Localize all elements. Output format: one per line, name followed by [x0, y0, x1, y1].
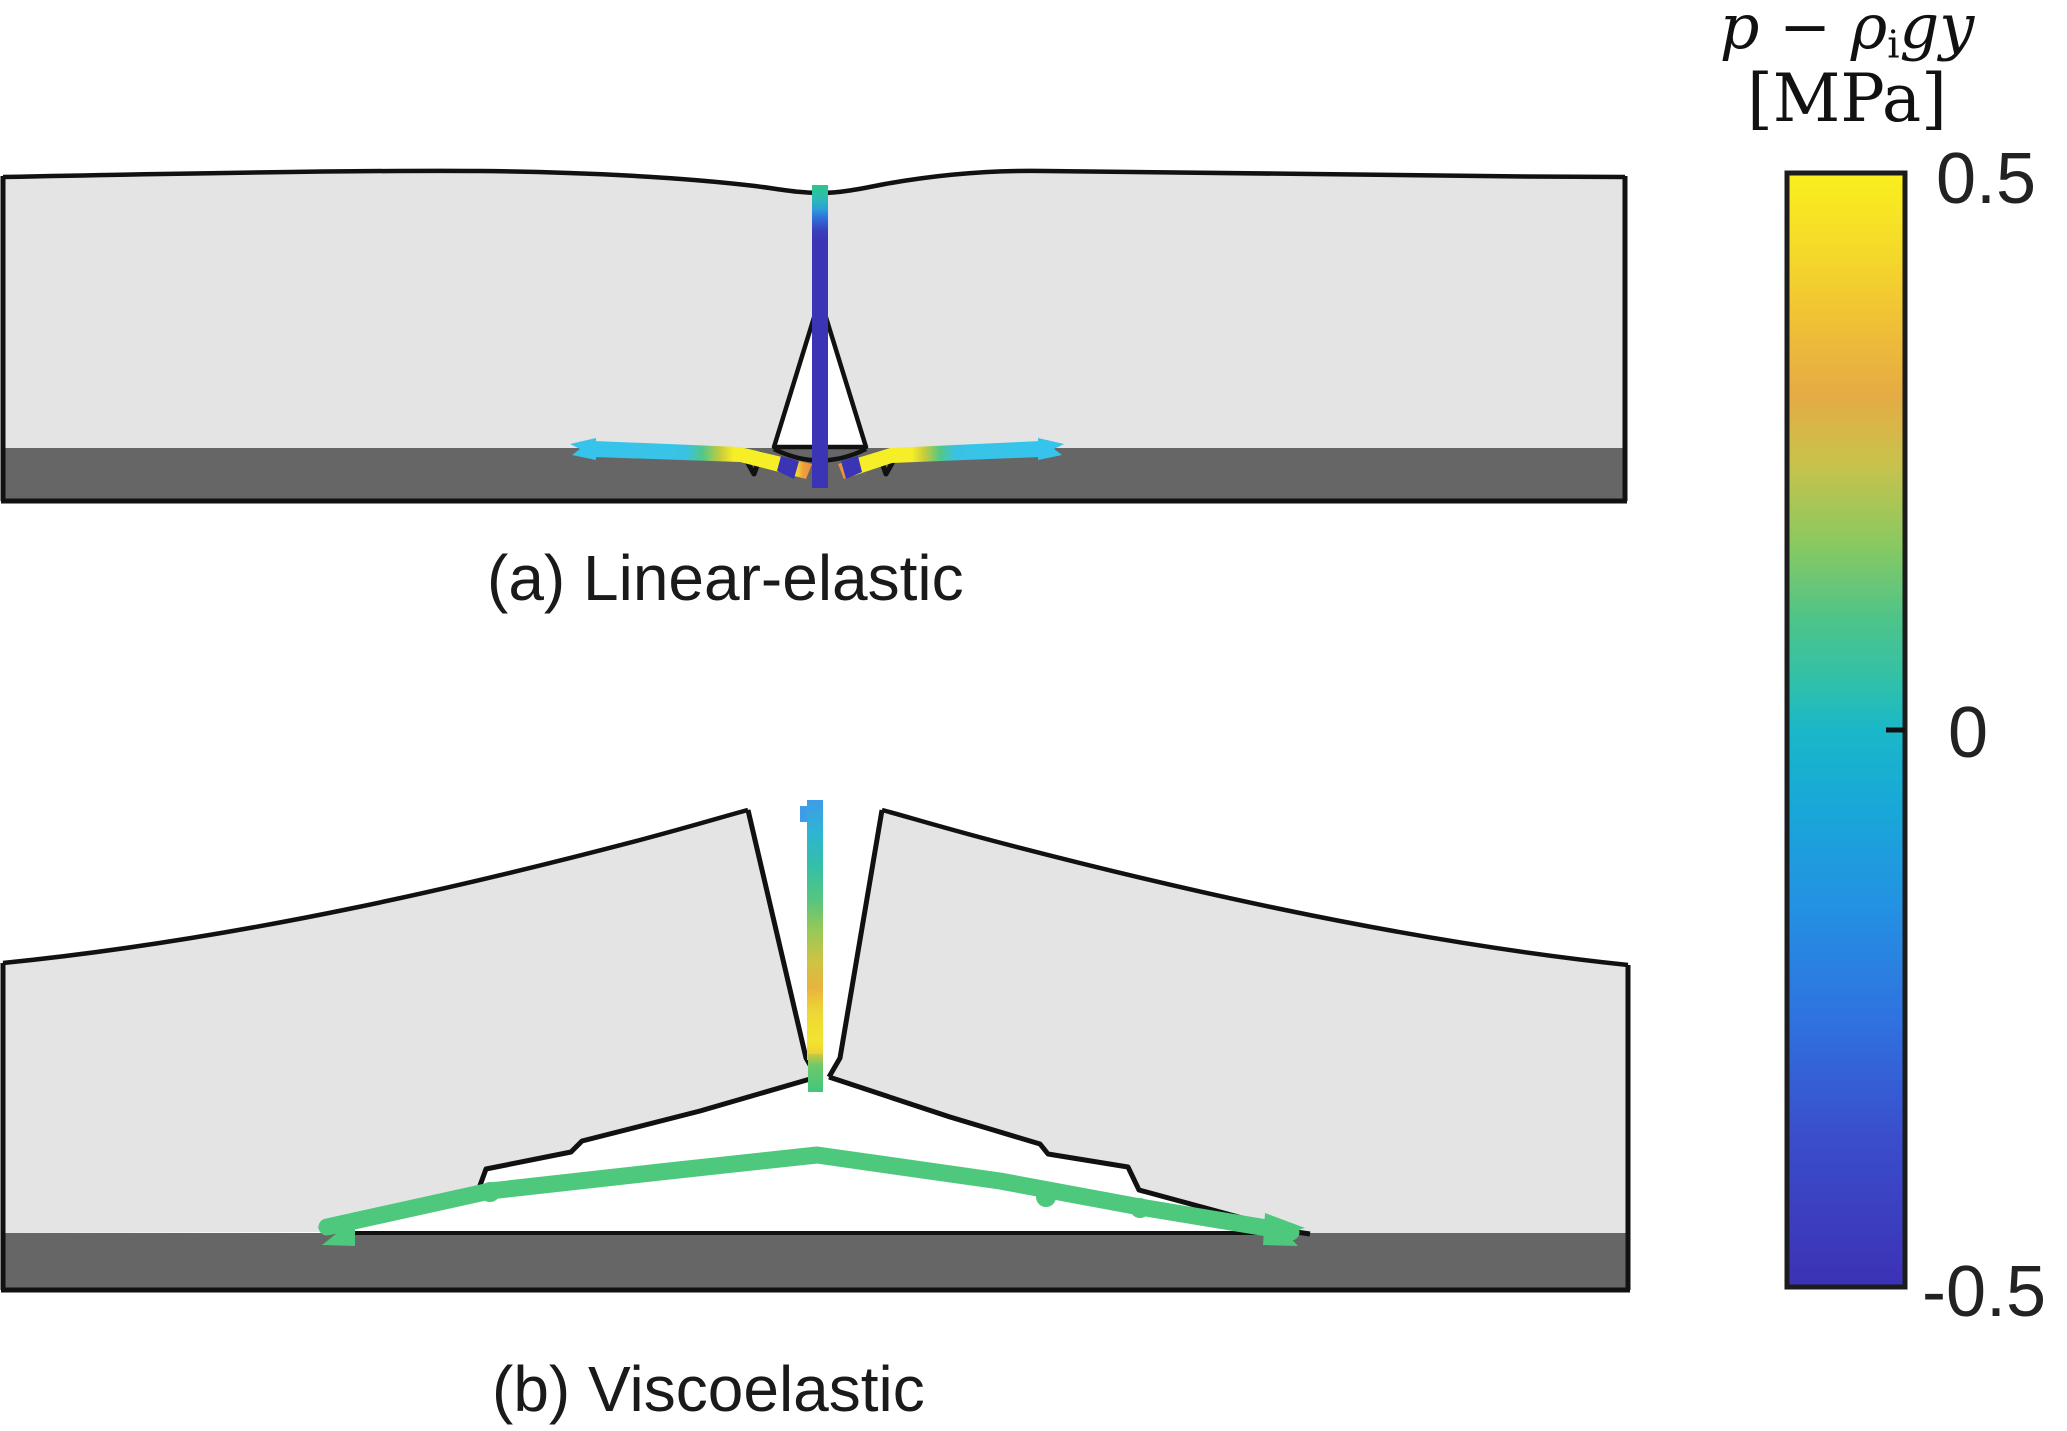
- panel-a-sill-left: [594, 441, 812, 479]
- colorbar-gradient: [1784, 170, 1908, 1290]
- panel-b-basement: [3, 1233, 1628, 1289]
- panel-a-sill-left-tip: [570, 438, 596, 460]
- panel-b-crust-left: [3, 810, 817, 1233]
- panel-b-sill-left-tip: [317, 1212, 355, 1246]
- colorbar-tick-min: -0.5: [1922, 1252, 2047, 1332]
- panel-b-border: [0, 963, 1631, 1293]
- panel-b: [0, 800, 1631, 1293]
- panel-b-sill-node: [1130, 1198, 1150, 1218]
- panel-a-sill-right: [838, 441, 1040, 479]
- panel-a-dike: [812, 185, 828, 488]
- colorbar-tick-zero: 0: [1948, 693, 1989, 773]
- colorbar-units-label: [MPa]: [1747, 60, 1947, 137]
- panel-b-dike: [807, 800, 823, 1060]
- panel-b-surface-right-line: [881, 807, 1629, 968]
- colorbar-title-subscript: i: [1887, 22, 1900, 68]
- panel-b-sill-right-tip: [1263, 1213, 1305, 1246]
- colorbar-title-math: p − ρ: [1719, 0, 1888, 63]
- panel-b-dike-top-notch: [800, 806, 810, 822]
- panel-a-sill-right-tip: [1038, 438, 1064, 460]
- panel-b-surface-left-line: [2, 807, 749, 966]
- panel-b-caption: (b) Viscoelastic: [492, 1353, 925, 1425]
- panel-b-crack-wall-right: [826, 809, 885, 1079]
- colorbar: [1784, 170, 1908, 1290]
- panel-a-sill-inner-right-segment: [841, 456, 862, 479]
- panel-a-caption: (a) Linear-elastic: [487, 542, 964, 614]
- panel-b-sill-node: [1036, 1187, 1056, 1207]
- panel-b-dike-green-tip: [808, 1054, 823, 1092]
- colorbar-title-math-2: gy: [1899, 0, 1975, 63]
- panel-b-sill-node: [480, 1182, 500, 1202]
- panel-a-border: [0, 176, 1628, 504]
- colorbar-title: p − ρigy: [1697, 0, 1997, 68]
- panel-a: [0, 168, 1628, 504]
- panel-a-sill-inner-left-segment: [777, 456, 799, 479]
- panel-b-crust-right: [829, 810, 1628, 1233]
- colorbar-tick-max: 0.5: [1936, 139, 2037, 219]
